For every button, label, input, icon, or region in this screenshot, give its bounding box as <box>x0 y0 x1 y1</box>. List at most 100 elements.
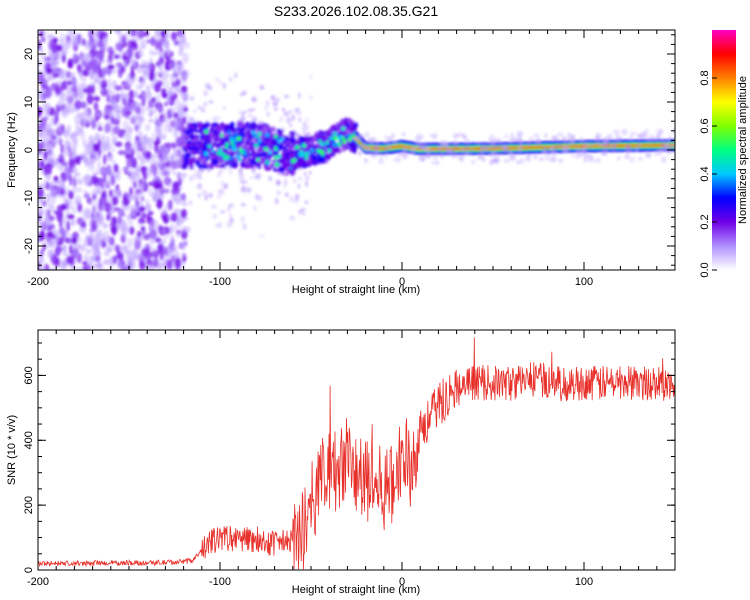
spectrogram-cell <box>155 119 164 128</box>
spectrogram-cell <box>118 93 125 99</box>
spectrogram-cell <box>621 128 625 136</box>
spectrogram-cell <box>127 171 132 177</box>
spectrogram-cell <box>153 140 160 146</box>
spectrogram-cell <box>234 132 238 136</box>
spectrogram-cell <box>270 126 277 133</box>
spectrogram-cell <box>176 191 180 197</box>
spectrogram-cell <box>56 44 63 52</box>
spectrogram-cell <box>459 147 464 154</box>
spectrogram-cell <box>129 226 135 235</box>
spectrogram-cell <box>138 191 144 200</box>
snr-series-line <box>38 337 675 570</box>
spectrogram-cell <box>289 130 296 137</box>
spectrogram-cell <box>449 148 453 155</box>
spectrogram-cell <box>579 136 584 143</box>
spectrogram-cell <box>281 150 286 156</box>
spectrogram-cell <box>241 161 246 168</box>
spectrogram-cell <box>242 223 247 230</box>
spectrogram-cell <box>119 245 124 254</box>
spectrogram-cell <box>148 137 152 144</box>
spectrogram-cell <box>98 122 102 127</box>
spectrogram-cell <box>271 138 276 145</box>
spectrogram-cell <box>265 100 270 106</box>
spectrogram-cell <box>544 156 551 162</box>
spectrogram-cell <box>221 152 226 157</box>
spectrogram-cell <box>629 156 636 163</box>
spectrogram-cell <box>542 146 549 151</box>
colorbar-tick-label: 0.6 <box>699 118 711 133</box>
spectrogram-cell <box>74 172 81 177</box>
spectrogram-cell <box>144 70 150 76</box>
figure-title: S233.2026.102.08.35.G21 <box>274 3 438 19</box>
spectrogram-cell <box>181 193 186 202</box>
spectrogram-cell <box>289 215 296 221</box>
spectrogram-cell <box>66 71 72 78</box>
spectrogram-cell <box>387 143 392 150</box>
spectrogram-cell <box>109 189 113 198</box>
spectrogram-cell <box>301 143 307 148</box>
spectrogram-cell <box>568 135 576 143</box>
spectrogram-cell <box>263 147 269 151</box>
spectrogram-cell <box>146 203 152 214</box>
spectrogram-cell <box>141 146 148 153</box>
spectrogram-cell <box>162 79 170 90</box>
spectrogram-cell <box>247 160 251 167</box>
spectrogram-cell <box>76 217 84 226</box>
spectrogram-cell <box>129 186 133 196</box>
spectrogram-cell <box>250 108 256 112</box>
spectrogram-cell <box>81 214 90 221</box>
spectrogram-cell <box>80 76 87 83</box>
spectrogram-cell <box>186 140 192 144</box>
spectrogram-cell <box>265 159 269 165</box>
spectrogram-cell <box>383 146 389 152</box>
spectrogram-cell <box>197 182 203 187</box>
spectrogram-cell <box>115 115 122 120</box>
spectrogram-cell <box>105 88 112 96</box>
spectrogram-cell <box>214 224 221 229</box>
spectrogram-cell <box>289 195 294 202</box>
spectrogram-cell <box>612 140 617 147</box>
spectrogram-cell <box>298 152 303 157</box>
spectrogram-cell <box>84 66 90 73</box>
spectrogram-cell <box>46 34 52 39</box>
spectrogram-cell <box>274 98 281 102</box>
spectrogram-cell <box>59 32 65 38</box>
spectrogram-cell <box>42 102 50 112</box>
spectrogram-cell <box>189 134 194 141</box>
spectrogram-cell <box>203 151 209 156</box>
x-tick-label: 0 <box>399 276 405 288</box>
spectrogram-cell <box>60 144 65 154</box>
spectrogram-cell <box>503 159 510 163</box>
spectrogram-cell <box>42 78 49 87</box>
spectrogram-cell <box>82 175 90 186</box>
spectrogram-cell <box>332 125 337 130</box>
spectrogram-cell <box>161 156 169 163</box>
spectrogram-cell <box>372 144 380 151</box>
spectrogram-cell <box>353 144 358 150</box>
spectrogram-cell <box>156 127 162 139</box>
spectrogram-cell <box>161 228 167 234</box>
spectrogram-cell <box>558 142 562 149</box>
spectrogram-cell <box>180 208 187 219</box>
spectrogram-cell <box>100 198 107 209</box>
spectrogram-cell <box>151 96 157 103</box>
spectrogram-cell <box>509 134 515 141</box>
spectrogram-cell <box>228 213 233 219</box>
spectrogram-cell <box>92 96 101 101</box>
spectrogram-cell <box>38 30 45 38</box>
spectrogram-cell <box>491 143 498 149</box>
spectrogram-cell <box>88 181 93 187</box>
spectrogram-cell <box>132 141 139 152</box>
spectrogram-cell <box>208 192 214 199</box>
spectrogram-cell <box>224 125 229 130</box>
spectrogram-cell <box>41 208 49 215</box>
spectrogram-cell <box>337 132 342 137</box>
spectrogram-cell <box>126 168 134 173</box>
spectrogram-cell <box>43 150 48 160</box>
spectrogram-cell <box>240 202 246 207</box>
spectrogram-cell <box>139 76 143 83</box>
spectrogram-cell <box>70 71 76 79</box>
spectrogram-cell <box>75 187 83 193</box>
spectrogram-cell <box>280 137 284 141</box>
spectrogram-cell <box>217 188 222 196</box>
